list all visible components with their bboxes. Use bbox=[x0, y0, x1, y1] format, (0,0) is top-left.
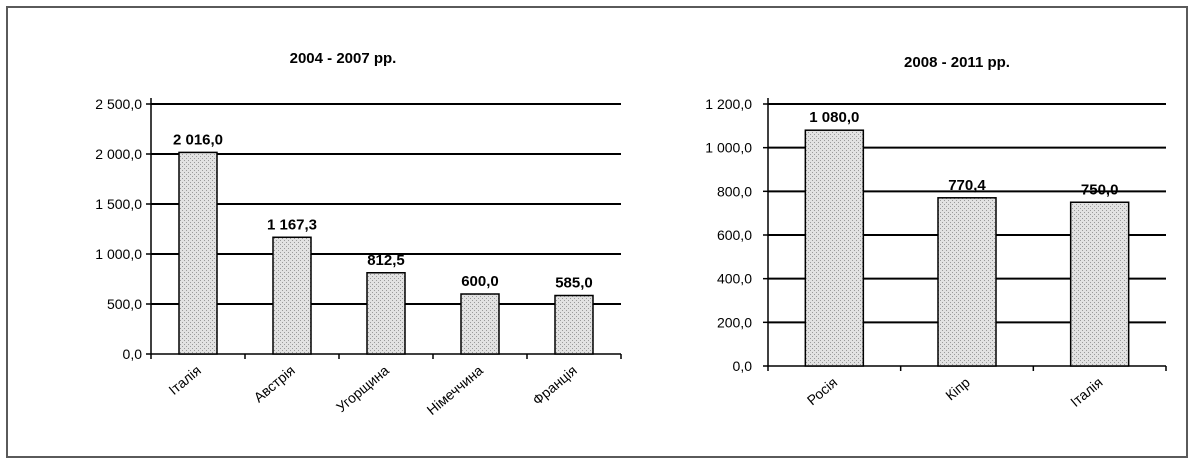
y-tick-label: 1 500,0 bbox=[95, 196, 142, 212]
chart-1-data-labels: 2 016,0 1 167,3 812,5 600,0 585,0 bbox=[173, 131, 593, 291]
chart-2-y-tick-labels: 0,0 200,0 400,0 600,0 800,0 1 000,0 1 200,0 bbox=[705, 96, 752, 374]
chart-2-bars bbox=[804, 129, 1130, 367]
data-label: 1 167,3 bbox=[267, 216, 317, 233]
category-label: Франція bbox=[529, 362, 580, 408]
category-label: Кіпр bbox=[942, 374, 973, 404]
bar-4 bbox=[460, 293, 500, 355]
chart-1-bars bbox=[178, 151, 594, 355]
y-tick-label: 800,0 bbox=[717, 183, 752, 199]
data-label: 585,0 bbox=[555, 275, 593, 292]
y-tick-label: 200,0 bbox=[717, 314, 752, 330]
data-label: 770,4 bbox=[948, 177, 986, 194]
y-tick-label: 1 000,0 bbox=[705, 140, 752, 156]
chart-1-y-tick-labels: 0,0 500,0 1 000,0 1 500,0 2 000,0 2 500,0 bbox=[95, 96, 142, 362]
data-label: 2 016,0 bbox=[173, 131, 223, 148]
bar-3 bbox=[366, 272, 406, 355]
bar-2 bbox=[272, 236, 312, 355]
data-label: 750,0 bbox=[1081, 181, 1119, 198]
category-label: Австрія bbox=[250, 362, 297, 405]
category-label: Росія bbox=[804, 374, 840, 408]
y-tick-label: 2 000,0 bbox=[95, 146, 142, 162]
y-tick-label: 2 500,0 bbox=[95, 96, 142, 112]
category-label: Італія bbox=[165, 362, 203, 398]
chart-2-category-labels: Росія Кіпр Італія bbox=[804, 374, 1106, 410]
y-tick-label: 0,0 bbox=[733, 358, 753, 374]
chart-2-title: 2008 - 2011 рр. bbox=[904, 54, 1010, 71]
chart-1-gridlines bbox=[146, 98, 622, 359]
category-label: Італія bbox=[1067, 374, 1105, 410]
data-label: 812,5 bbox=[367, 252, 405, 269]
category-label: Угорщина bbox=[333, 362, 392, 415]
chart-1-title: 2004 - 2007 рр. bbox=[290, 50, 397, 67]
data-label: 600,0 bbox=[461, 273, 499, 290]
y-tick-label: 1 200,0 bbox=[705, 96, 752, 112]
chart-2-data-labels: 1 080,0 770,4 750,0 bbox=[809, 109, 1118, 198]
chart-1: 2004 - 2007 рр. 0,0 500,0 1 000,0 1 500,0 2 … bbox=[95, 50, 622, 418]
bar-2 bbox=[937, 197, 997, 367]
y-tick-label: 0,0 bbox=[123, 346, 143, 362]
y-tick-label: 400,0 bbox=[717, 271, 752, 287]
chart-2: 2008 - 2011 рр. 0,0 200,0 400,0 600,0 800,0 1… bbox=[705, 54, 1167, 410]
y-tick-label: 500,0 bbox=[107, 296, 142, 312]
bar-1 bbox=[178, 151, 218, 355]
y-tick-label: 1 000,0 bbox=[95, 246, 142, 262]
category-label: Німеччина bbox=[423, 362, 486, 418]
data-label: 1 080,0 bbox=[809, 109, 859, 126]
bar-3 bbox=[1069, 201, 1130, 367]
bar-1 bbox=[804, 129, 865, 367]
chart-1-category-labels: Італія Австрія Угорщина Німеччина Франція bbox=[165, 362, 579, 418]
bar-5 bbox=[554, 294, 594, 355]
y-tick-label: 600,0 bbox=[717, 227, 752, 243]
